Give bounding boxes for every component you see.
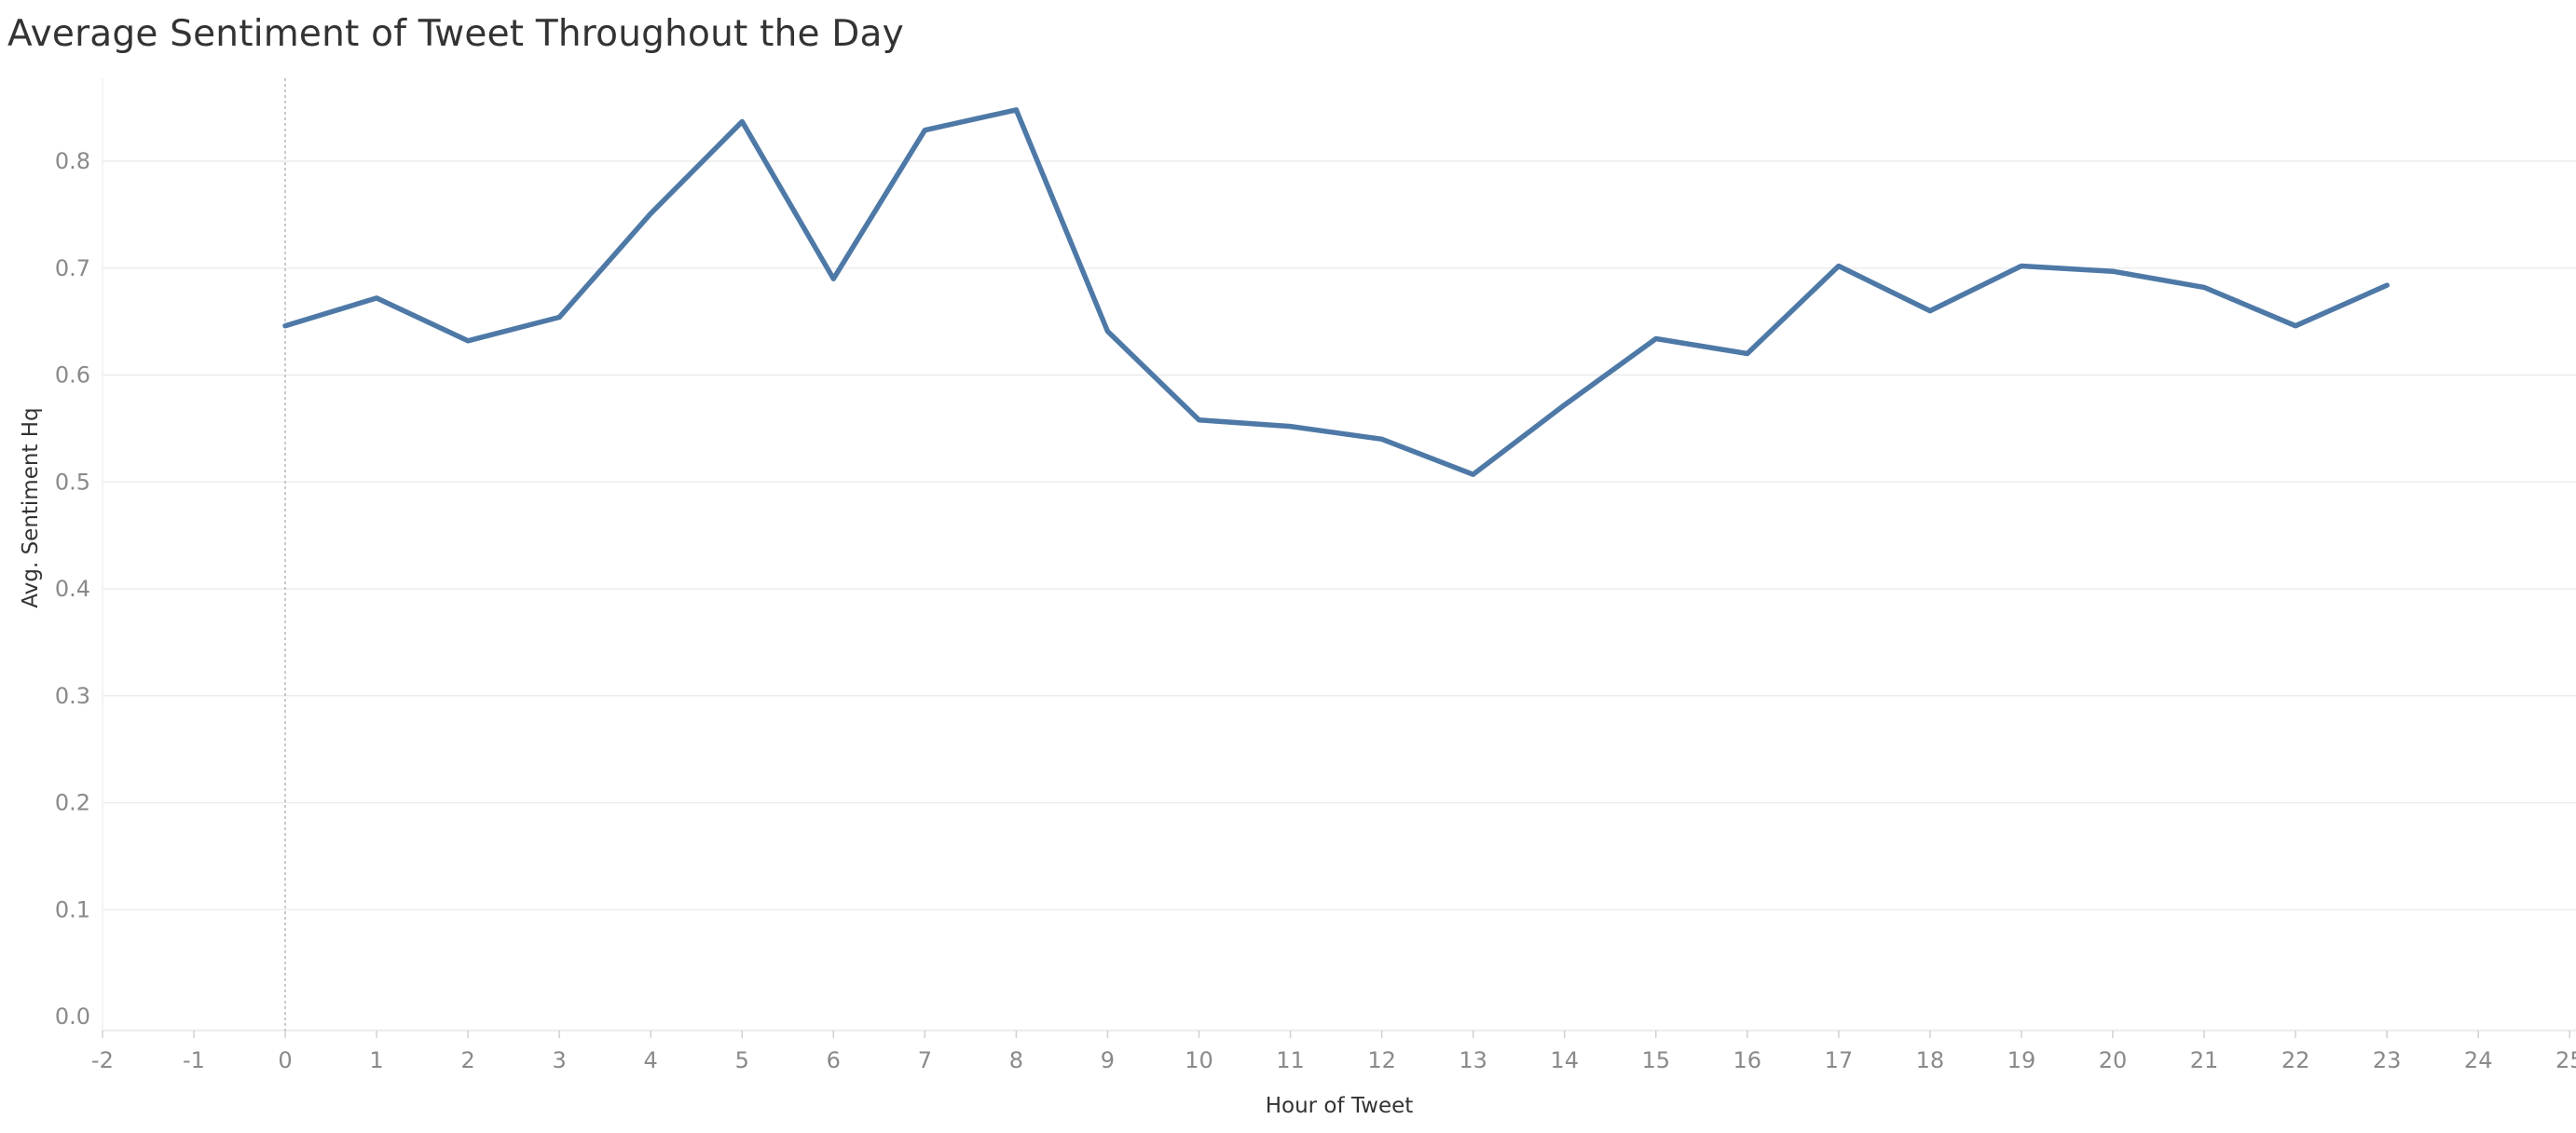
data-point[interactable] [2019,263,2024,268]
chart-title: Average Sentiment of Tweet Throughout th… [7,13,904,55]
data-point[interactable] [1013,107,1019,113]
x-tick-label: -1 [183,1047,205,1073]
data-point[interactable] [922,128,927,133]
data-point[interactable] [1471,471,1476,477]
y-axis: 0.0 0.1 0.2 0.3 0.4 0.5 0.6 0.7 0.8 [55,148,90,1030]
data-point[interactable] [739,119,745,125]
x-tick-label: 2 [460,1047,474,1073]
data-point[interactable] [1104,328,1110,334]
data-point[interactable] [1745,351,1750,357]
data-point[interactable] [2293,323,2298,329]
x-tick-label: 11 [1276,1047,1305,1073]
x-tick-label: 25 [2555,1047,2576,1073]
plot-area [282,107,2390,477]
data-point[interactable] [374,295,379,301]
y-tick-label: 0.5 [55,469,90,495]
x-tick-label: 20 [2099,1047,2128,1073]
data-point[interactable] [2201,284,2207,290]
y-tick-label: 0.3 [55,683,90,709]
data-point[interactable] [830,276,836,281]
y-tick-label: 0.6 [55,362,90,389]
x-tick-label: 16 [1733,1047,1762,1073]
x-tick-label: 17 [1825,1047,1854,1073]
y-axis-title: Avg. Sentiment Hq [19,407,43,607]
x-tick-label: 14 [1550,1047,1579,1073]
y-tick-label: 0.1 [55,896,90,922]
data-point[interactable] [465,338,471,344]
x-tick-label: 15 [1641,1047,1670,1073]
data-point[interactable] [1927,308,1933,314]
data-point[interactable] [282,323,288,329]
data-point[interactable] [1197,417,1202,423]
data-point[interactable] [1379,436,1385,442]
x-tick-label: -2 [91,1047,114,1073]
x-tick-label: 6 [827,1047,841,1073]
x-tick-label: 18 [1916,1047,1945,1073]
y-tick-label: 0.4 [55,576,90,602]
x-tick-label: 9 [1101,1047,1115,1073]
x-tick-label: 10 [1185,1047,1213,1073]
x-tick-label: 19 [2007,1047,2036,1073]
data-point[interactable] [1836,263,1842,268]
x-tick-label: 12 [1367,1047,1396,1073]
data-point[interactable] [2384,282,2390,288]
y-tick-label: 0.8 [55,148,90,174]
x-tick-label: 5 [735,1047,749,1073]
x-tick-label: 8 [1009,1047,1023,1073]
data-point[interactable] [556,315,562,321]
x-tick-label: 4 [644,1047,658,1073]
x-tick-label: 1 [369,1047,383,1073]
x-axis-title: Hour of Tweet [1266,1094,1414,1118]
x-tick-label: 0 [278,1047,292,1073]
x-tick-label: 3 [553,1047,567,1073]
x-tick-label: 7 [918,1047,932,1073]
y-tick-label: 0.7 [55,255,90,281]
x-axis: -2 -1 0 1 2 3 4 5 6 7 8 9 10 11 12 13 14 15 16 17 18 19 20 21 22… [91,1031,2576,1073]
y-tick-label: 0.2 [55,790,90,816]
data-point[interactable] [1288,424,1294,430]
x-tick-label: 21 [2190,1047,2219,1073]
x-tick-label: 22 [2281,1047,2310,1073]
data-point[interactable] [648,211,653,216]
x-tick-label: 24 [2464,1047,2493,1073]
x-tick-label: 23 [2373,1047,2402,1073]
x-tick-label: 13 [1459,1047,1487,1073]
data-point[interactable] [1653,335,1659,341]
series-line [282,107,2390,477]
data-point[interactable] [2110,268,2116,274]
gridlines [102,78,2576,1031]
data-point[interactable] [1562,403,1568,408]
y-tick-label: 0.0 [55,1003,90,1030]
